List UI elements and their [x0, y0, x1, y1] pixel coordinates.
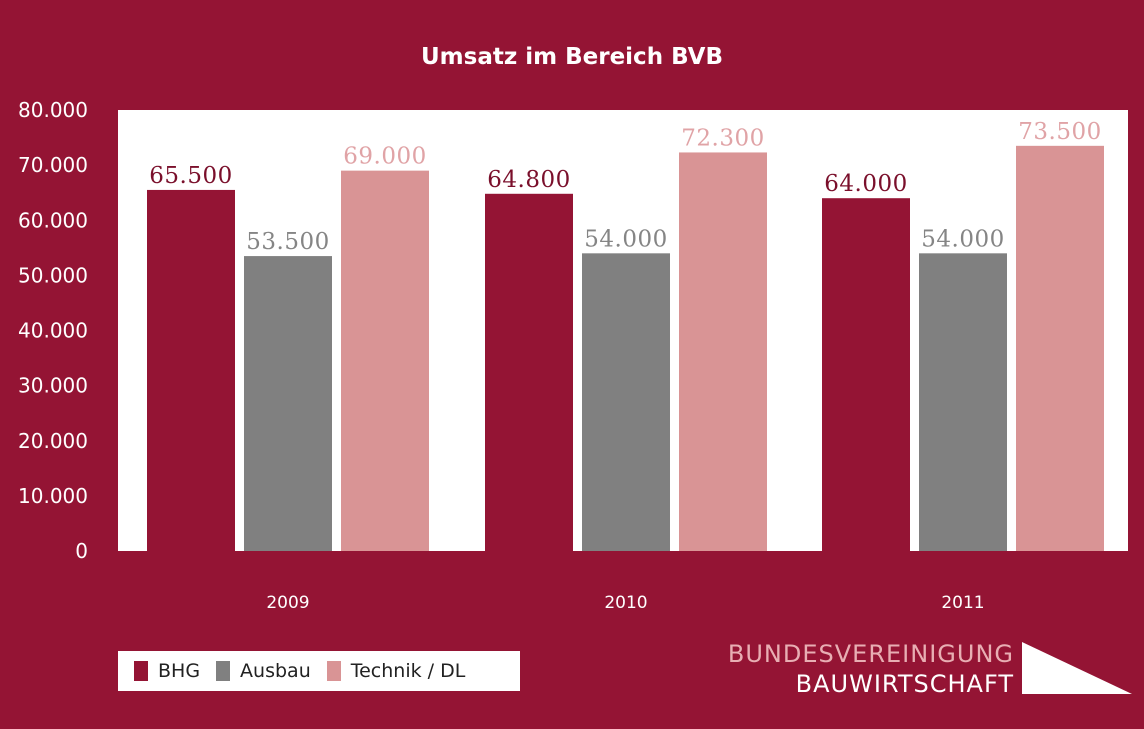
y-tick-label: 10.000 — [18, 484, 88, 508]
bar-ausbau-2011 — [919, 253, 1007, 551]
data-labels: 65.500 53.500 69.000 64.800 54.000 72.300 64.0… — [149, 119, 1101, 255]
x-axis-labels: 2009 2010 2011 — [266, 593, 984, 613]
bar-bhg-2009 — [147, 189, 235, 551]
y-tick-label: 80.000 — [18, 98, 88, 122]
bar-technik-dl-2010 — [679, 152, 767, 552]
x-category-label: 2009 — [266, 593, 309, 613]
y-tick-label: 70.000 — [18, 153, 88, 177]
x-category-label: 2010 — [604, 593, 647, 613]
bar-chart: 0 10.000 20.000 30.000 40.000 50.000 60.000 70.… — [18, 98, 1128, 613]
legend-swatch-technik — [326, 661, 341, 681]
logo-triangle-icon — [1022, 642, 1132, 694]
y-tick-label: 0 — [75, 539, 88, 563]
data-label: 72.300 — [681, 125, 764, 151]
data-label: 64.800 — [487, 167, 570, 193]
bar-technik-dl-2011 — [1016, 145, 1104, 552]
data-label: 69.000 — [343, 144, 426, 170]
legend-item-bhg: BHG — [134, 660, 200, 682]
legend-swatch-bhg — [134, 661, 148, 681]
bar-series — [147, 145, 1104, 552]
y-tick-label: 50.000 — [18, 263, 88, 287]
legend: BHG Ausbau Technik / DL — [118, 651, 520, 691]
data-label: 64.000 — [824, 171, 907, 197]
bar-technik-dl-2009 — [341, 170, 429, 551]
bar-ausbau-2009 — [244, 256, 332, 551]
legend-label-technik: Technik / DL — [350, 660, 466, 682]
data-label: 53.500 — [246, 229, 329, 255]
y-tick-label: 30.000 — [18, 374, 88, 398]
bar-ausbau-2010 — [582, 253, 670, 551]
data-label: 54.000 — [921, 226, 1004, 252]
legend-label-bhg: BHG — [158, 660, 201, 682]
data-label: 73.500 — [1018, 119, 1101, 145]
y-tick-label: 60.000 — [18, 208, 88, 232]
y-tick-label: 20.000 — [18, 429, 88, 453]
bar-bhg-2010 — [485, 193, 573, 552]
logo: BUNDESVEREINIGUNG BAUWIRTSCHAFT — [712, 638, 1132, 698]
data-label: 65.500 — [149, 163, 232, 189]
y-axis-ticks: 0 10.000 20.000 30.000 40.000 50.000 60.000 70.… — [18, 98, 88, 563]
x-category-label: 2011 — [941, 593, 984, 613]
legend-item-ausbau: Ausbau — [216, 660, 311, 682]
y-tick-label: 40.000 — [18, 319, 88, 343]
chart-title: Umsatz im Bereich BVB — [421, 44, 723, 70]
legend-item-technik: Technik / DL — [326, 660, 466, 682]
logo-line1: BUNDESVEREINIGUNG — [727, 640, 1014, 668]
logo-line2: BAUWIRTSCHAFT — [795, 670, 1014, 698]
legend-label-ausbau: Ausbau — [240, 660, 311, 682]
data-label: 54.000 — [584, 226, 667, 252]
legend-swatch-ausbau — [216, 661, 231, 681]
bar-bhg-2011 — [822, 198, 910, 551]
